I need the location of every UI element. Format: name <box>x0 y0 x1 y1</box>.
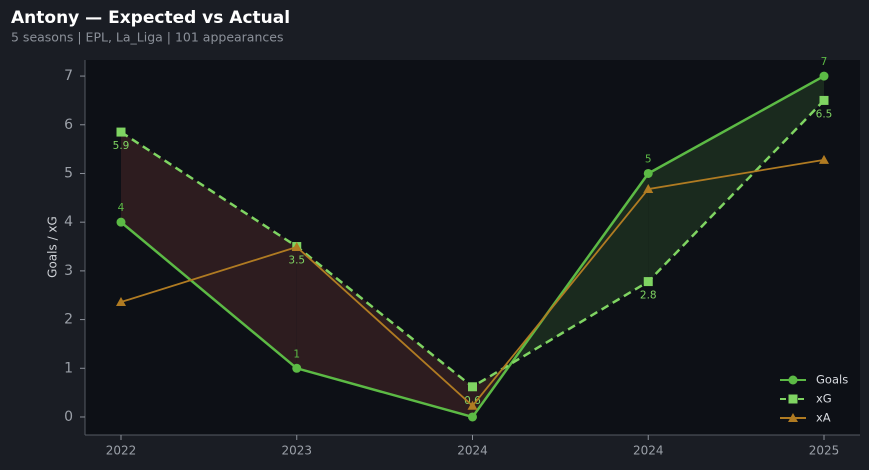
legend-marker <box>788 375 798 385</box>
point <box>292 363 302 373</box>
legend-label: xA <box>816 411 831 425</box>
point <box>819 71 829 81</box>
point <box>467 400 478 410</box>
x-tick-label: 2022 <box>106 444 137 458</box>
data-label: 1 <box>293 348 300 360</box>
x-tick-label: 2024 <box>633 444 664 458</box>
y-tick-label: 2 <box>64 312 73 328</box>
legend-label: Goals <box>816 373 848 387</box>
underperformance-fill <box>121 132 297 369</box>
data-label: 5 <box>645 153 652 165</box>
legend-marker <box>788 413 798 422</box>
x-tick-label: 2023 <box>281 444 312 458</box>
y-tick-label: 3 <box>64 263 73 279</box>
x-tick-label: 2024 <box>457 444 488 458</box>
point <box>468 382 477 392</box>
data-label: 0.6 <box>464 395 481 407</box>
y-tick-label: 5 <box>64 165 73 181</box>
chart-title: Antony — Expected vs Actual <box>11 8 290 28</box>
point <box>819 95 829 105</box>
y-tick-label: 4 <box>64 214 73 230</box>
point <box>643 168 653 178</box>
data-label: 5.9 <box>113 140 130 152</box>
data-label: 3.5 <box>288 255 305 267</box>
y-tick-label: 7 <box>64 68 73 84</box>
overperformance-fill <box>510 173 649 364</box>
chart-subtitle: 5 seasons | EPL, La_Liga | 101 appearanc… <box>11 30 283 45</box>
y-tick-label: 6 <box>64 117 73 133</box>
overperformance-fill <box>648 76 824 282</box>
y-tick-label: 1 <box>64 360 73 376</box>
point <box>468 412 477 422</box>
legend-label: xG <box>816 392 832 406</box>
point <box>116 297 126 307</box>
data-label: 7 <box>821 56 828 68</box>
point <box>116 127 126 137</box>
underperformance-fill <box>296 246 473 417</box>
data-label: 2.8 <box>640 290 657 302</box>
x-tick-label: 2025 <box>809 444 840 458</box>
y-tick-label: 0 <box>64 409 73 425</box>
point <box>291 242 302 252</box>
point <box>819 154 829 164</box>
data-label: 4 <box>118 202 125 214</box>
point <box>643 184 654 194</box>
point <box>643 277 653 287</box>
point <box>116 217 126 227</box>
legend-marker <box>788 394 798 404</box>
y-axis-label: Goals / xG <box>46 216 60 278</box>
data-label: 6.5 <box>816 108 833 120</box>
